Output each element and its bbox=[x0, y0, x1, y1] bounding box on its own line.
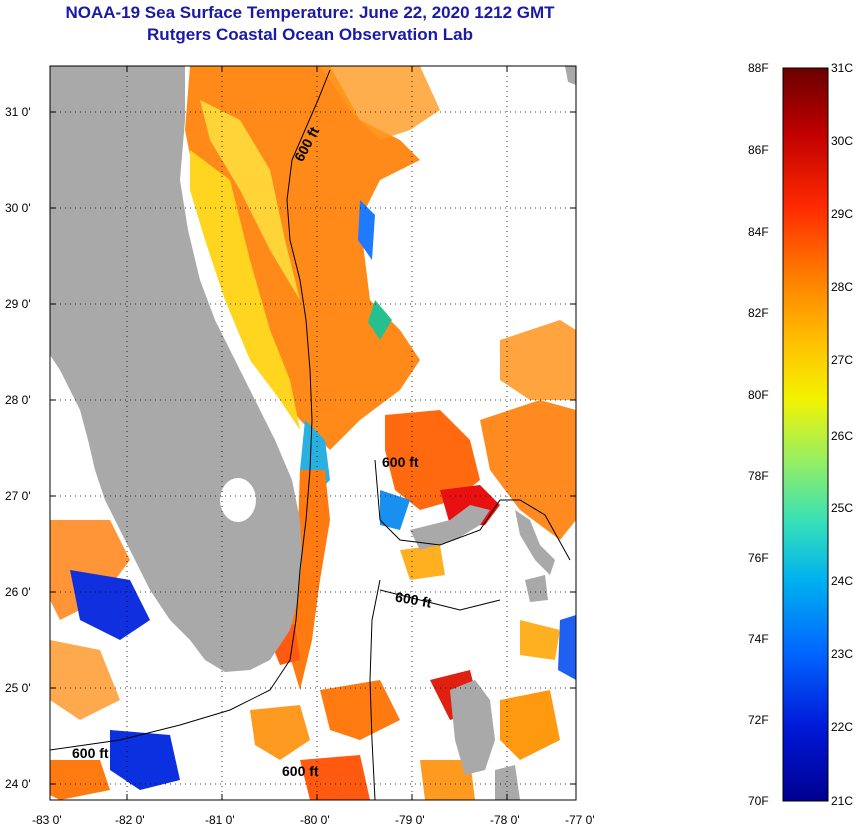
colorbar-f-label: 82F bbox=[748, 306, 769, 320]
colorbar-f-label: 76F bbox=[748, 551, 769, 565]
colorbar-c-label: 22C bbox=[831, 720, 853, 734]
lon-label: -82 0' bbox=[115, 813, 145, 827]
colorbar-c-label: 23C bbox=[831, 647, 853, 661]
colorbar-c-label: 21C bbox=[831, 794, 853, 808]
colorbar-c-label: 27C bbox=[831, 353, 853, 367]
lon-label: -77 0' bbox=[565, 813, 595, 827]
lon-label: -80 0' bbox=[300, 813, 330, 827]
colorbar-c-label: 29C bbox=[831, 207, 853, 221]
lat-label: 27 0' bbox=[5, 489, 31, 503]
lat-label: 26 0' bbox=[5, 585, 31, 599]
map-frame bbox=[49, 65, 577, 801]
lat-label: 28 0' bbox=[5, 393, 31, 407]
lat-label: 24 0' bbox=[5, 777, 31, 791]
lon-label: -79 0' bbox=[395, 813, 425, 827]
map-subtitle: Rutgers Coastal Ocean Observation Lab bbox=[147, 25, 473, 44]
colorbar-f-label: 80F bbox=[748, 388, 769, 402]
colorbar-f-label: 78F bbox=[748, 469, 769, 483]
land bbox=[50, 66, 576, 800]
depth-contours bbox=[50, 69, 571, 800]
colorbar-f-label: 72F bbox=[748, 713, 769, 727]
lat-label: 31 0' bbox=[5, 105, 31, 119]
temperature-colorbar: 88F 86F 84F 82F 80F 78F 76F 74F 72F 70F … bbox=[748, 61, 853, 808]
map-title: NOAA-19 Sea Surface Temperature: June 22… bbox=[65, 3, 555, 22]
colorbar-f-label: 74F bbox=[748, 632, 769, 646]
colorbar-c-label: 31C bbox=[831, 61, 853, 75]
contour-label: 600 ft bbox=[382, 454, 419, 470]
lat-label: 29 0' bbox=[5, 297, 31, 311]
colorbar-f-label: 70F bbox=[748, 794, 769, 808]
colorbar-c-label: 24C bbox=[831, 574, 853, 588]
lat-label: 25 0' bbox=[5, 681, 31, 695]
lon-label: -78 0' bbox=[490, 813, 520, 827]
colorbar-c-label: 28C bbox=[831, 280, 853, 294]
contour-label: 600 ft bbox=[72, 745, 109, 761]
colorbar-f-label: 84F bbox=[748, 225, 769, 239]
map-ticks bbox=[50, 66, 576, 800]
colorbar-gradient bbox=[782, 67, 829, 802]
colorbar-f-label: 86F bbox=[748, 143, 769, 157]
colorbar-c-label: 26C bbox=[831, 429, 853, 443]
sst-field bbox=[50, 66, 576, 800]
colorbar-f-label: 88F bbox=[748, 61, 769, 75]
colorbar-c-label: 30C bbox=[831, 134, 853, 148]
contour-label: 600 ft bbox=[282, 763, 319, 779]
lat-label: 30 0' bbox=[5, 201, 31, 215]
lon-label: -81 0' bbox=[205, 813, 235, 827]
colorbar-c-label: 25C bbox=[831, 501, 853, 515]
contour-label: 600 ft bbox=[394, 589, 433, 611]
lon-label: -83 0' bbox=[32, 813, 62, 827]
